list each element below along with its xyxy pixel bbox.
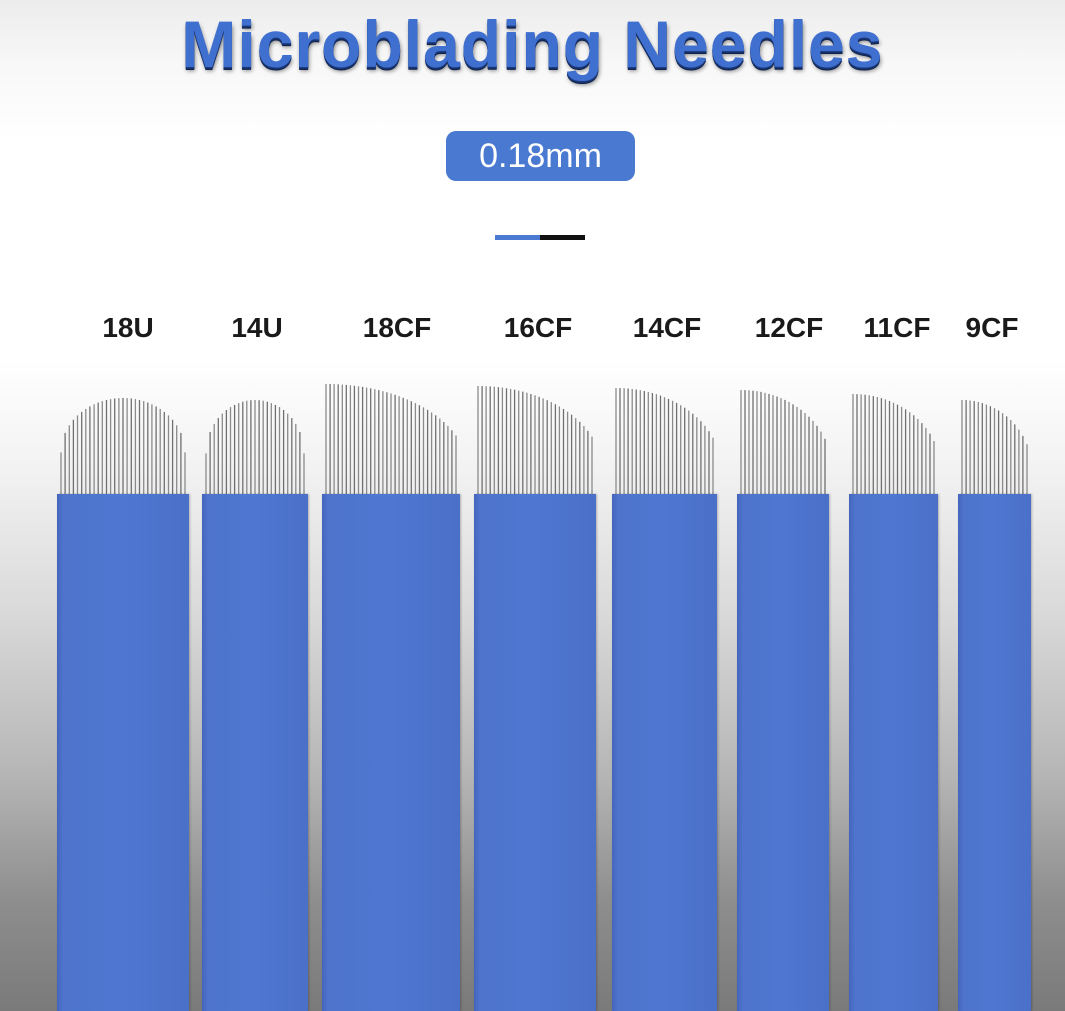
page-title: Microblading Needles — [181, 7, 884, 81]
needle-blade-11cf — [849, 494, 938, 1011]
needle-label-12cf: 12CF — [754, 312, 824, 343]
needle-blade-18cf — [322, 494, 460, 1011]
needle-label-16cf: 16CF — [503, 312, 573, 343]
needle-blade-14u — [202, 494, 308, 1011]
needle-blade-9cf — [958, 494, 1031, 1011]
size-badge: 0.18mm — [446, 131, 635, 181]
needle-blade-14cf — [612, 494, 717, 1011]
needle-label-9cf: 9CF — [965, 312, 1019, 343]
needle-label-14u: 14U — [231, 312, 283, 343]
needle-pins — [60, 384, 1028, 497]
needle-label-18cf: 18CF — [362, 312, 432, 343]
needle-label-11cf: 11CF — [863, 312, 931, 343]
needle-blade-12cf — [737, 494, 829, 1011]
needle-label-14cf: 14CF — [632, 312, 702, 343]
divider-black-segment — [540, 235, 585, 240]
needle-blade-18u — [57, 494, 189, 1011]
needle-label-18u: 18U — [102, 312, 154, 343]
divider-blue-segment — [495, 235, 540, 240]
needle-blade-16cf — [474, 494, 596, 1011]
